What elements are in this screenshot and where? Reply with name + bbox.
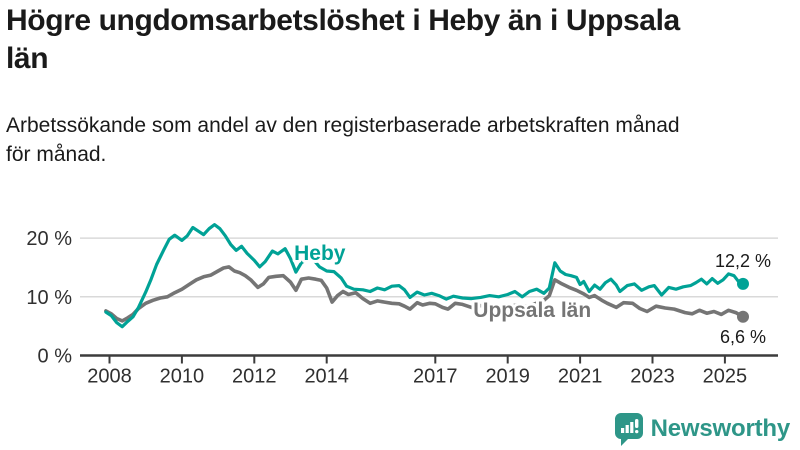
y-tick-label: 20 % xyxy=(26,228,72,250)
value-label-heby: 12,2 % xyxy=(715,251,771,271)
series-label-heby: Heby xyxy=(294,242,346,265)
x-tick-label: 2014 xyxy=(304,366,349,388)
series-end-dot-heby xyxy=(737,277,749,290)
x-tick-label: 2021 xyxy=(558,366,603,388)
x-tick-label: 2019 xyxy=(485,366,530,388)
newsworthy-logo[interactable]: Newsworthy xyxy=(614,412,790,446)
series-line-uppsala-l-n xyxy=(104,265,745,323)
x-tick-label: 2008 xyxy=(87,366,132,388)
value-label-uppsala-l-n: 6,6 % xyxy=(720,327,766,347)
series-end-dot-uppsala-l-n xyxy=(737,310,749,323)
y-tick-label: 10 % xyxy=(26,287,72,309)
x-tick-label: 2012 xyxy=(232,366,277,388)
x-tick-label: 2010 xyxy=(160,366,205,388)
newsworthy-chart-bubble-icon xyxy=(614,413,643,446)
x-tick-label: 2023 xyxy=(630,366,675,388)
chart-subtitle: Arbetssökande som andel av den registerb… xyxy=(6,114,680,166)
x-tick-label: 2017 xyxy=(413,366,458,388)
series-label-uppsala-l-n: Uppsala län xyxy=(473,299,591,322)
y-tick-label: 0 % xyxy=(38,346,73,368)
newsworthy-wordmark: Newsworthy xyxy=(650,415,791,442)
series-line-heby xyxy=(104,223,745,329)
x-tick-label: 2025 xyxy=(703,366,748,388)
chart-title: Högre ungdomsarbetslöshet i Heby än i Up… xyxy=(6,4,680,76)
